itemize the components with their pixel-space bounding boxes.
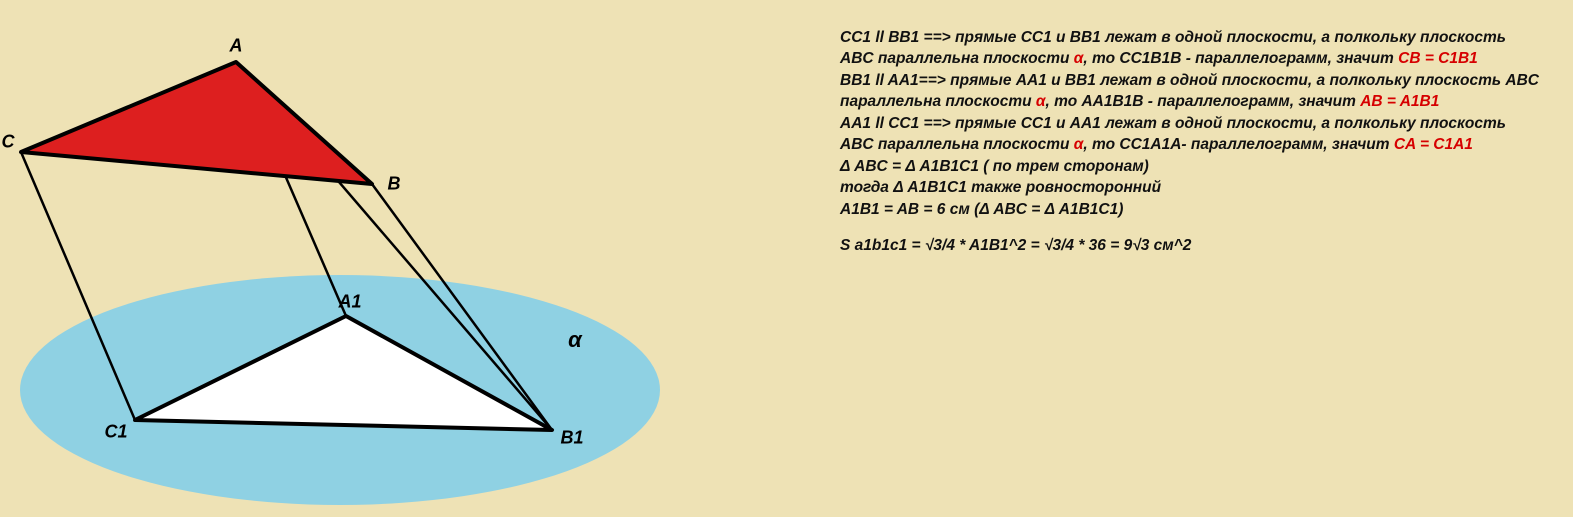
proof-text: Δ ABC = Δ A1B1C1 ( по трем сторонам) <box>840 158 1149 175</box>
proof-text: тогда Δ A1B1C1 также ровносторонний <box>840 179 1161 196</box>
proof-line-3: Δ ABC = Δ A1B1C1 ( по трем сторонам) <box>840 157 1540 178</box>
label-A1: A1 <box>338 292 361 313</box>
proof-highlight: α <box>1074 136 1084 153</box>
proof-text: A1B1 = AB = 6 см (Δ ABC = Δ A1B1C1) <box>840 201 1123 218</box>
label-C1: C1 <box>104 422 127 443</box>
stage: A B C A1 B1 C1 α CC1 ll BB1 ==> прямые CC1 и B… <box>0 0 1573 517</box>
proof-gap <box>840 222 1540 236</box>
label-A: A <box>230 36 243 57</box>
proof-line-5: A1B1 = AB = 6 см (Δ ABC = Δ A1B1C1) <box>840 200 1540 221</box>
label-B: B <box>388 174 401 195</box>
proof-text: , то CC1B1B - параллелограмм, значит <box>1083 50 1398 67</box>
proof-line-7: S a1b1c1 = √3/4 * A1B1^2 = √3/4 * 36 = 9… <box>840 236 1540 257</box>
proof-highlight: α <box>1074 50 1084 67</box>
proof-line-1: BB1 ll AA1==> прямые AA1 и BB1 лежат в о… <box>840 71 1540 113</box>
proof-highlight: α <box>1036 93 1046 110</box>
label-alpha: α <box>568 327 582 353</box>
proof-text: S a1b1c1 = √3/4 * A1B1^2 = √3/4 * 36 = 9… <box>840 237 1191 254</box>
proof-line-0: CC1 ll BB1 ==> прямые CC1 и BB1 лежат в … <box>840 28 1540 70</box>
proof-text: , то CC1A1A- параллелограмм, значит <box>1083 136 1393 153</box>
proof-text-column: CC1 ll BB1 ==> прямые CC1 и BB1 лежат в … <box>840 28 1540 258</box>
label-C: C <box>2 132 15 153</box>
proof-line-4: тогда Δ A1B1C1 также ровносторонний <box>840 178 1540 199</box>
proof-highlight: CA = C1A1 <box>1394 136 1473 153</box>
proof-line-2: AA1 ll CC1 ==> прямые CC1 и AA1 лежат в … <box>840 114 1540 156</box>
proof-highlight: AB = A1B1 <box>1360 93 1439 110</box>
proof-highlight: CB = C1B1 <box>1398 50 1478 67</box>
label-B1: B1 <box>560 428 583 449</box>
proof-text: , то AA1B1B - параллелограмм, значит <box>1046 93 1361 110</box>
